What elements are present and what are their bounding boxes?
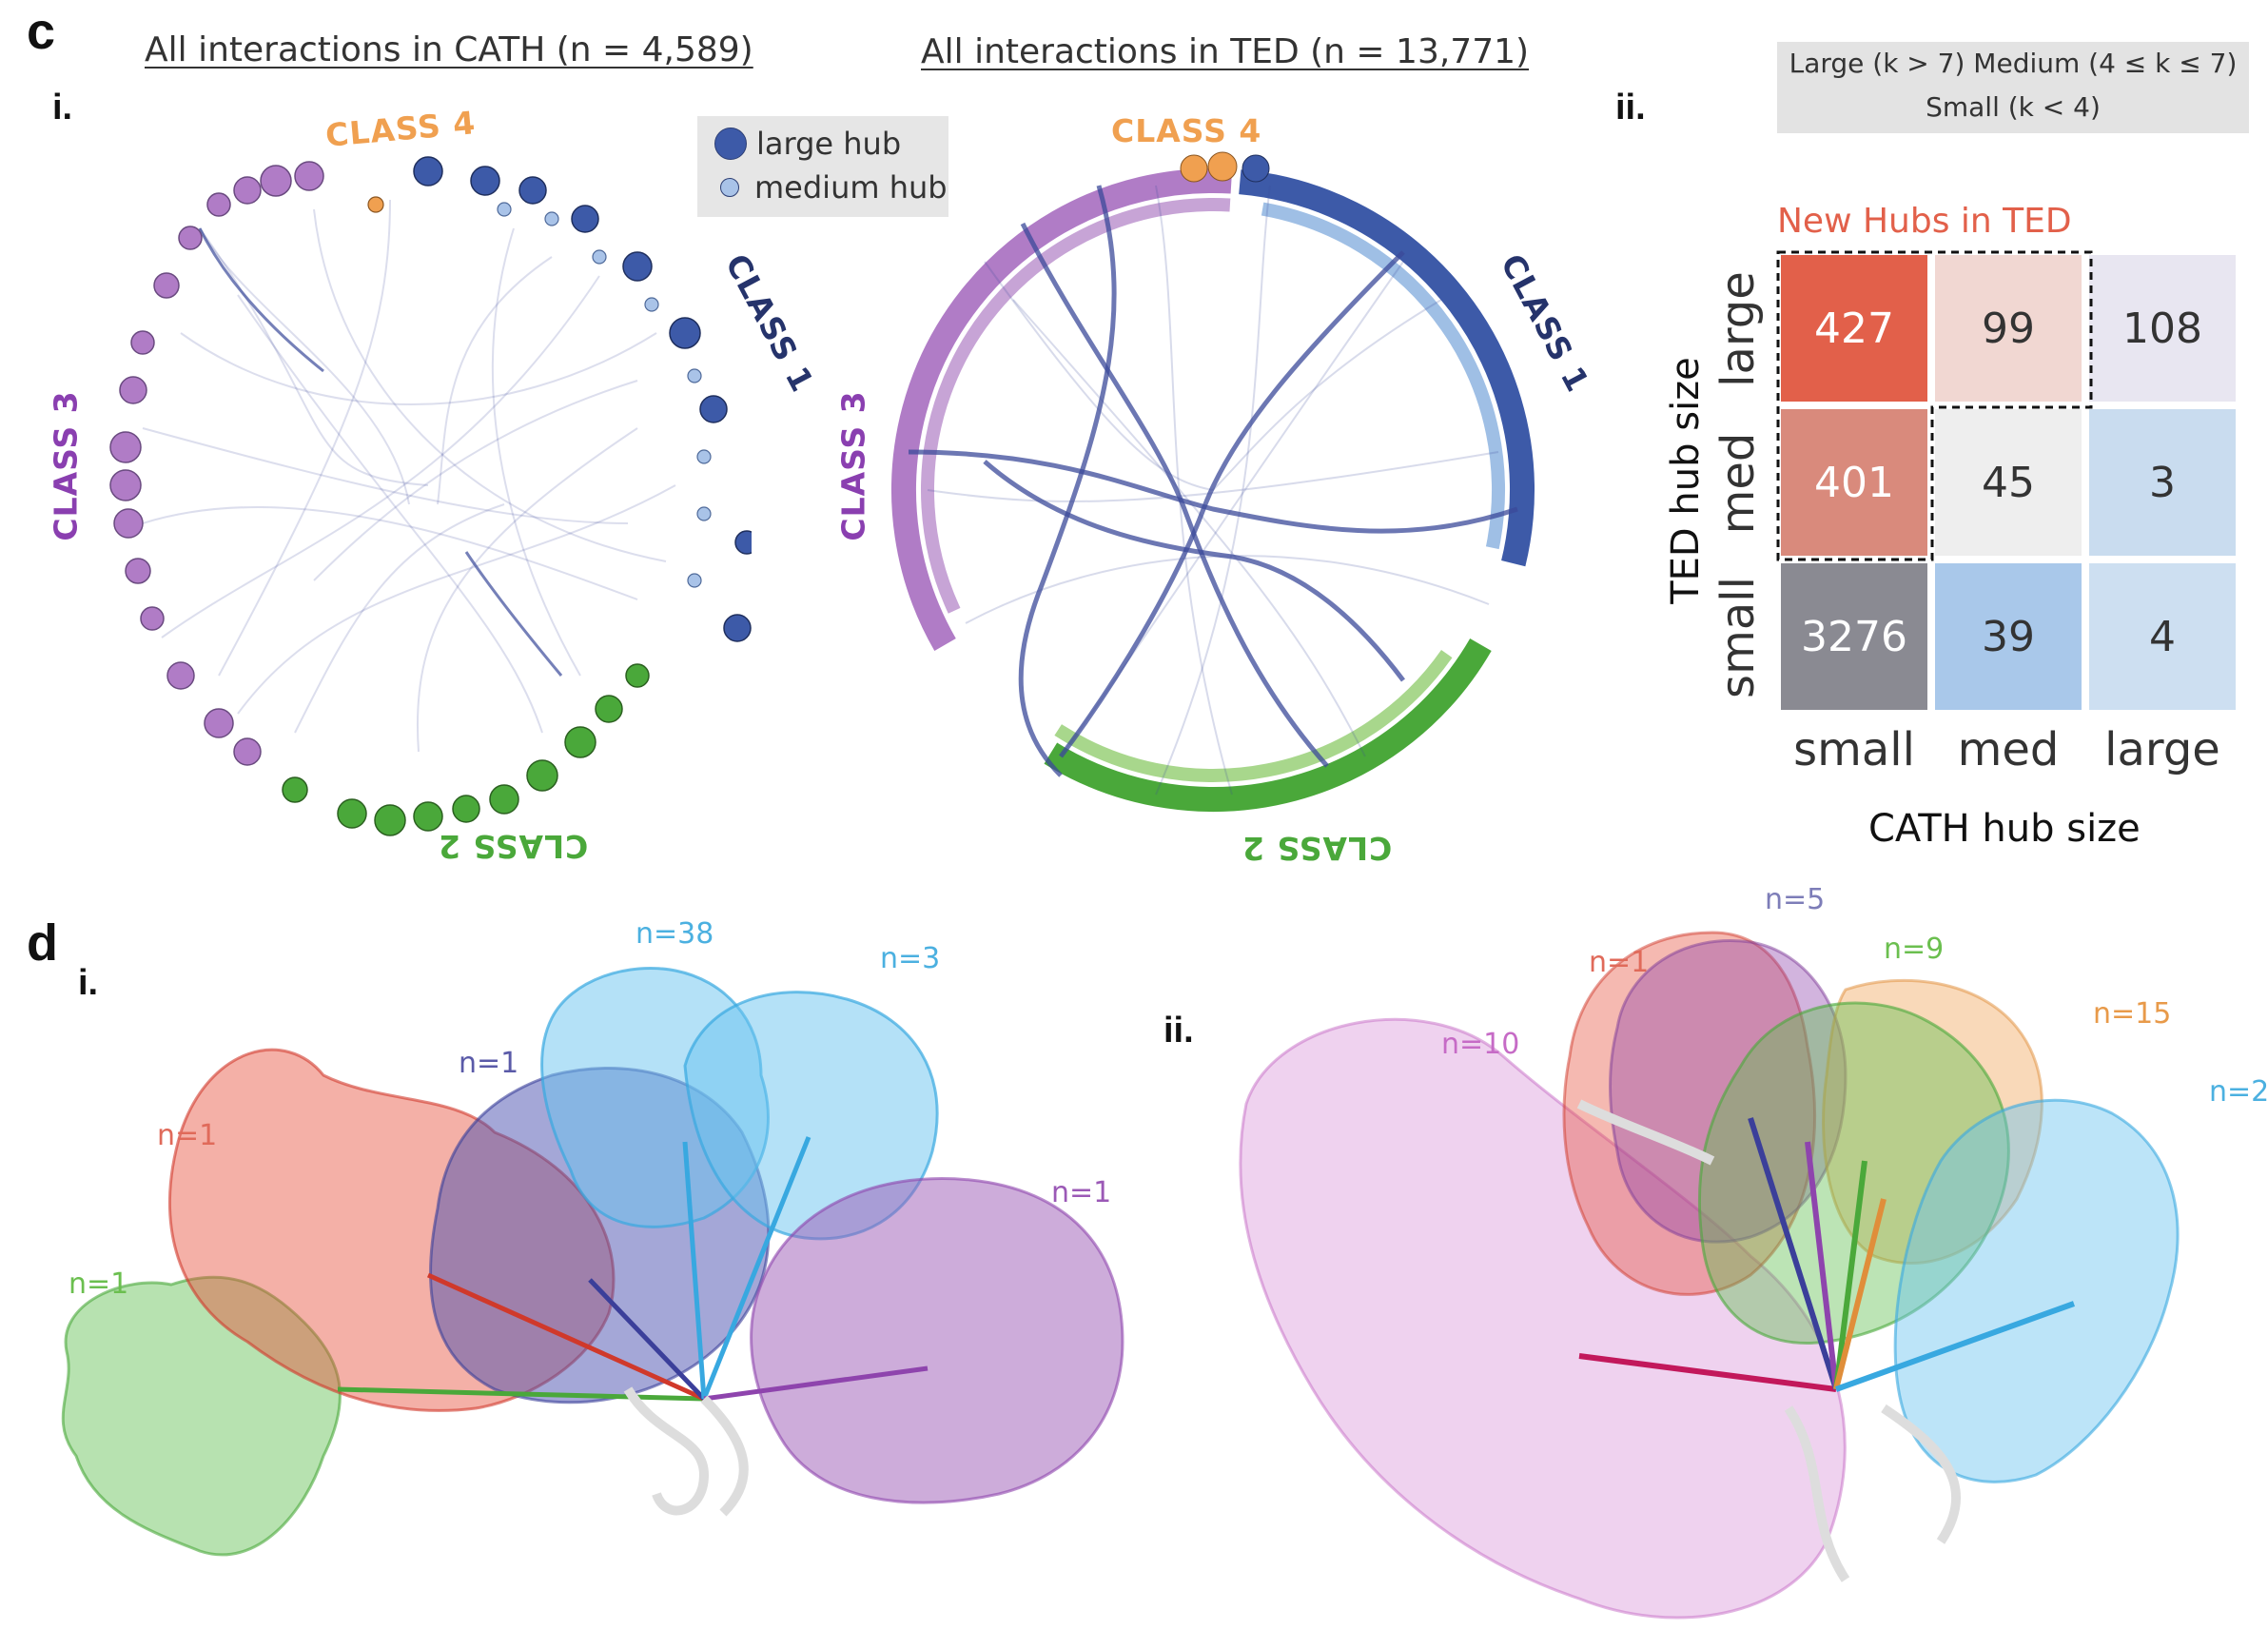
hub-size-key-line1: Large (k > 7) Medium (4 ≤ k ≤ 7) <box>1789 48 2238 79</box>
ted-class2-label: CLASS 2 <box>1242 830 1393 867</box>
cath-title: All interactions in CATH (n = 4,589) <box>145 30 753 69</box>
cath-class2-label: CLASS 2 <box>438 828 589 865</box>
heatmap-cell-small-med: 39 <box>1935 563 2082 710</box>
cath-nodes-class3 <box>109 161 324 766</box>
cath-nodes-medium <box>497 202 712 588</box>
row-label-large: large <box>1711 271 1765 387</box>
left-count-cyan-big: n=38 <box>635 917 714 951</box>
panel-d-sub-ii: ii. <box>1163 1011 1194 1051</box>
new-hubs-outline <box>1776 250 2093 561</box>
legend-medium-text: medium hub <box>754 169 948 206</box>
right-count-pink: n=10 <box>1441 1028 1520 1061</box>
cath-network-plot <box>109 156 752 836</box>
legend-medium-hub: medium hub <box>720 169 948 206</box>
left-count-red: n=1 <box>157 1119 218 1152</box>
cath-edges <box>142 199 676 753</box>
large-hub-dot <box>714 128 747 160</box>
cath-nodes-class4 <box>367 196 384 213</box>
heatmap-cell-small-small: 3276 <box>1781 563 1927 710</box>
cath-nodes-class2 <box>282 663 650 836</box>
heatmap-cell-med-large: 3 <box>2089 409 2236 556</box>
right-count-red: n=1 <box>1589 946 1650 979</box>
structure-left-render <box>61 966 1124 1557</box>
left-count-green: n=1 <box>68 1267 129 1301</box>
right-count-green: n=9 <box>1884 933 1945 966</box>
panel-c-sub-i: i. <box>52 88 73 128</box>
ted-edges <box>927 185 1499 796</box>
heatmap-cell-med-med: 45 <box>1935 409 2082 556</box>
col-label-med: med <box>1957 723 2060 776</box>
medium-hub-dot <box>720 178 739 197</box>
heatmap-y-title: TED hub size <box>1663 357 1708 604</box>
panel-d-sub-i: i. <box>78 963 99 1003</box>
cath-class3-label: CLASS 3 <box>47 390 85 541</box>
heatmap-cell-small-large: 4 <box>2089 563 2236 710</box>
right-arrows <box>1578 1117 2076 1392</box>
new-hubs-label: New Hubs in TED <box>1777 202 2072 241</box>
heatmap-cell-large-large: 108 <box>2089 255 2236 402</box>
right-count-orange: n=15 <box>2093 997 2172 1031</box>
heatmap-cell-large-med: 99 <box>1935 255 2082 402</box>
panel-d-letter: d <box>27 914 58 972</box>
col-label-small: small <box>1793 723 1915 776</box>
legend-large-text: large hub <box>756 126 902 162</box>
left-count-blue: n=1 <box>459 1047 519 1080</box>
ted-class3-label: CLASS 3 <box>834 390 872 541</box>
heatmap-cell-large-small: 427 <box>1781 255 1927 402</box>
legend-large-hub: large hub <box>714 126 901 162</box>
hub-size-key: Large (k > 7) Medium (4 ≤ k ≤ 7) Small (… <box>1777 42 2249 133</box>
heatmap-x-title: CATH hub size <box>1868 807 2141 851</box>
panel-c-sub-ii: ii. <box>1615 88 1646 128</box>
panel-c-letter: c <box>27 3 56 60</box>
hub-heatmap: 427 99 108 401 45 3 3276 39 4 <box>1776 250 2236 710</box>
ted-title: All interactions in TED (n = 13,771) <box>921 32 1530 71</box>
left-arrows <box>337 1136 929 1402</box>
ted-network-plot <box>891 151 1535 812</box>
cath-strong-edges <box>198 227 563 677</box>
left-count-cyan-small: n=3 <box>880 942 941 975</box>
cath-nodes-class1 <box>413 156 752 642</box>
row-label-med: med <box>1711 432 1765 535</box>
ted-class4-label: CLASS 4 <box>1111 112 1262 149</box>
col-label-large: large <box>2104 723 2220 776</box>
hub-size-key-line2: Small (k < 4) <box>1926 91 2101 123</box>
heatmap-cell-med-small: 401 <box>1781 409 1927 556</box>
structure-right-render <box>1239 931 2180 1620</box>
row-label-small: small <box>1711 577 1765 698</box>
right-count-purple: n=5 <box>1765 883 1826 916</box>
hub-size-legend: large hub medium hub <box>697 116 948 217</box>
ted-strong-edges <box>908 185 1518 777</box>
right-count-cyan: n=2 <box>2209 1075 2268 1109</box>
left-count-purple: n=1 <box>1051 1176 1112 1209</box>
